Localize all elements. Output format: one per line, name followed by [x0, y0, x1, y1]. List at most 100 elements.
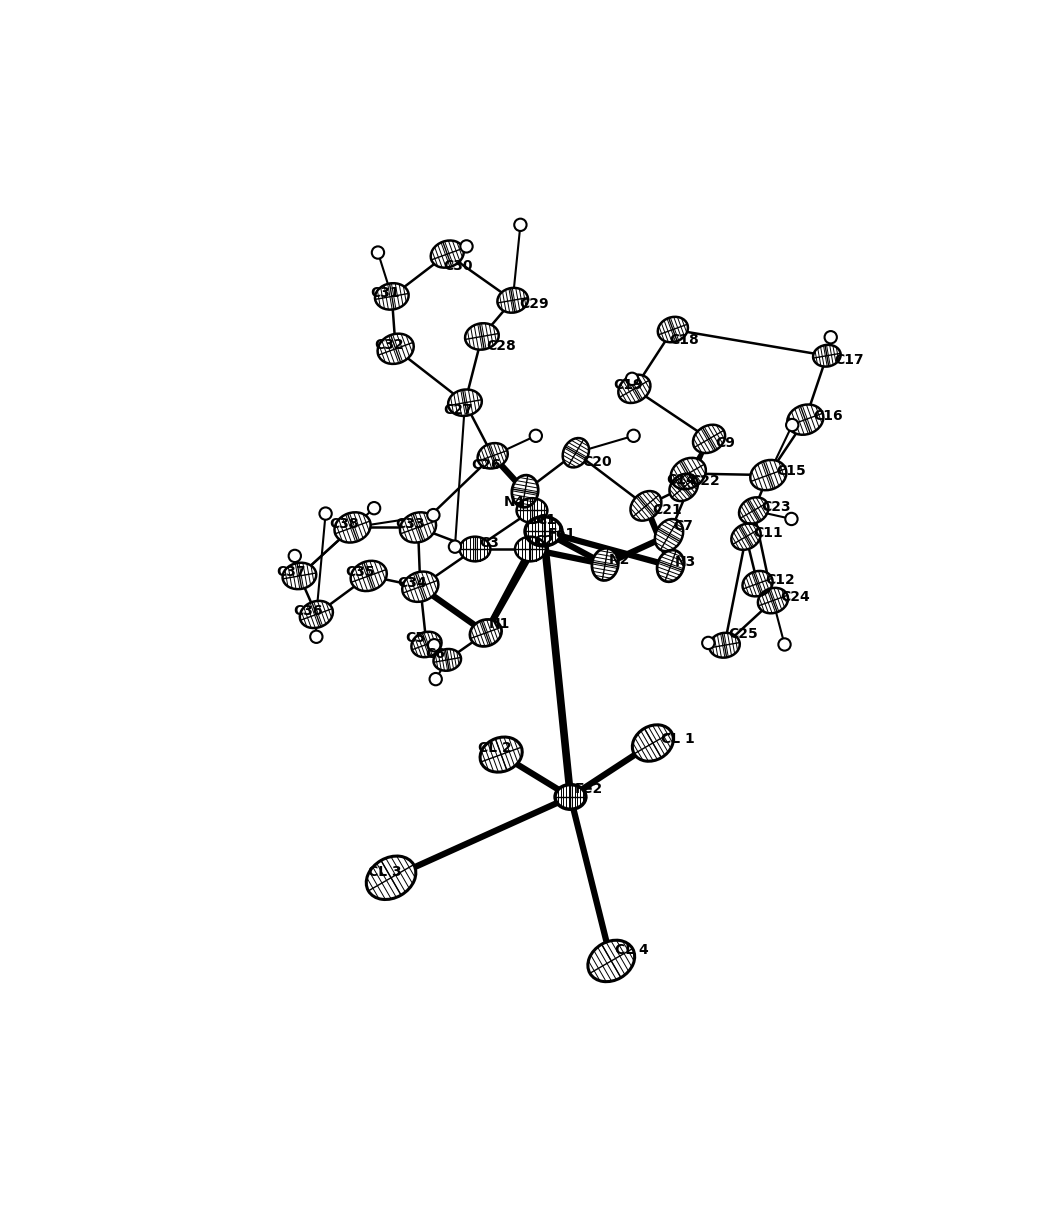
Ellipse shape: [375, 283, 409, 310]
Ellipse shape: [433, 649, 461, 670]
Ellipse shape: [739, 497, 769, 524]
Ellipse shape: [378, 334, 414, 364]
Ellipse shape: [497, 288, 528, 313]
Text: C7: C7: [673, 519, 692, 533]
Text: N1: N1: [489, 617, 510, 630]
Text: CL 1: CL 1: [661, 733, 695, 746]
Text: C34: C34: [397, 575, 427, 590]
Ellipse shape: [469, 619, 501, 646]
Ellipse shape: [429, 673, 442, 685]
Text: CL 2: CL 2: [478, 741, 512, 756]
Ellipse shape: [320, 507, 331, 519]
Ellipse shape: [632, 725, 673, 761]
Ellipse shape: [465, 323, 499, 350]
Text: C25: C25: [729, 628, 758, 641]
Ellipse shape: [778, 639, 791, 651]
Ellipse shape: [618, 374, 650, 403]
Text: C27: C27: [444, 403, 473, 417]
Text: C32: C32: [374, 338, 404, 352]
Text: C31: C31: [371, 285, 400, 300]
Ellipse shape: [813, 345, 841, 367]
Ellipse shape: [702, 636, 715, 649]
Text: Fe1: Fe1: [548, 528, 577, 541]
Ellipse shape: [530, 429, 542, 442]
Ellipse shape: [310, 630, 323, 642]
Text: N4: N4: [503, 495, 525, 510]
Ellipse shape: [732, 523, 760, 550]
Text: CL 3: CL 3: [367, 864, 401, 879]
Text: C3: C3: [479, 536, 499, 550]
Ellipse shape: [367, 502, 380, 514]
Ellipse shape: [657, 317, 688, 343]
Ellipse shape: [460, 240, 473, 252]
Text: N2: N2: [609, 552, 631, 567]
Ellipse shape: [555, 785, 586, 809]
Text: C12: C12: [766, 573, 795, 586]
Text: C35: C35: [345, 566, 375, 579]
Ellipse shape: [628, 429, 639, 442]
Ellipse shape: [787, 405, 823, 435]
Ellipse shape: [402, 572, 439, 602]
Text: C36: C36: [293, 603, 323, 618]
Ellipse shape: [431, 240, 464, 268]
Text: C19: C19: [613, 378, 643, 393]
Ellipse shape: [758, 588, 788, 613]
Ellipse shape: [289, 550, 301, 562]
Text: C11: C11: [754, 525, 784, 540]
Ellipse shape: [516, 499, 547, 523]
Ellipse shape: [709, 633, 740, 658]
Text: CL 4: CL 4: [615, 944, 649, 957]
Ellipse shape: [669, 474, 698, 501]
Ellipse shape: [655, 519, 683, 551]
Text: C28: C28: [485, 339, 515, 352]
Ellipse shape: [657, 550, 684, 581]
Ellipse shape: [282, 563, 316, 589]
Text: C5: C5: [405, 631, 425, 645]
Ellipse shape: [428, 639, 441, 651]
Ellipse shape: [592, 549, 618, 580]
Ellipse shape: [372, 246, 384, 258]
Ellipse shape: [588, 940, 635, 981]
Ellipse shape: [366, 856, 416, 900]
Ellipse shape: [299, 601, 332, 628]
Ellipse shape: [460, 536, 491, 561]
Ellipse shape: [480, 737, 523, 772]
Text: C14: C14: [667, 473, 697, 486]
Ellipse shape: [750, 460, 787, 490]
Ellipse shape: [693, 424, 725, 453]
Ellipse shape: [449, 540, 461, 553]
Text: Fe2: Fe2: [575, 783, 602, 796]
Ellipse shape: [563, 438, 589, 467]
Text: C29: C29: [519, 297, 548, 311]
Text: C24: C24: [781, 590, 810, 603]
Text: C2: C2: [534, 534, 554, 549]
Ellipse shape: [350, 561, 387, 591]
Text: N3: N3: [674, 555, 696, 569]
Ellipse shape: [514, 218, 527, 230]
Ellipse shape: [335, 512, 371, 542]
Ellipse shape: [742, 570, 773, 596]
Ellipse shape: [427, 510, 440, 522]
Ellipse shape: [525, 517, 562, 546]
Ellipse shape: [512, 475, 538, 507]
Text: C33: C33: [395, 517, 425, 530]
Text: C1: C1: [536, 513, 555, 527]
Text: C6: C6: [426, 647, 446, 661]
Text: C22: C22: [690, 474, 720, 489]
Ellipse shape: [411, 631, 442, 657]
Text: C21: C21: [652, 502, 682, 517]
Text: C23: C23: [761, 500, 791, 513]
Ellipse shape: [478, 442, 508, 468]
Ellipse shape: [400, 512, 436, 542]
Ellipse shape: [671, 458, 706, 489]
Text: C9: C9: [715, 435, 735, 450]
Text: C38: C38: [329, 517, 359, 530]
Ellipse shape: [515, 536, 546, 561]
Ellipse shape: [626, 373, 638, 385]
Ellipse shape: [785, 513, 798, 525]
Ellipse shape: [448, 389, 482, 416]
Text: C18: C18: [669, 333, 699, 347]
Text: C26: C26: [472, 458, 501, 472]
Ellipse shape: [631, 491, 662, 521]
Text: C17: C17: [835, 352, 864, 367]
